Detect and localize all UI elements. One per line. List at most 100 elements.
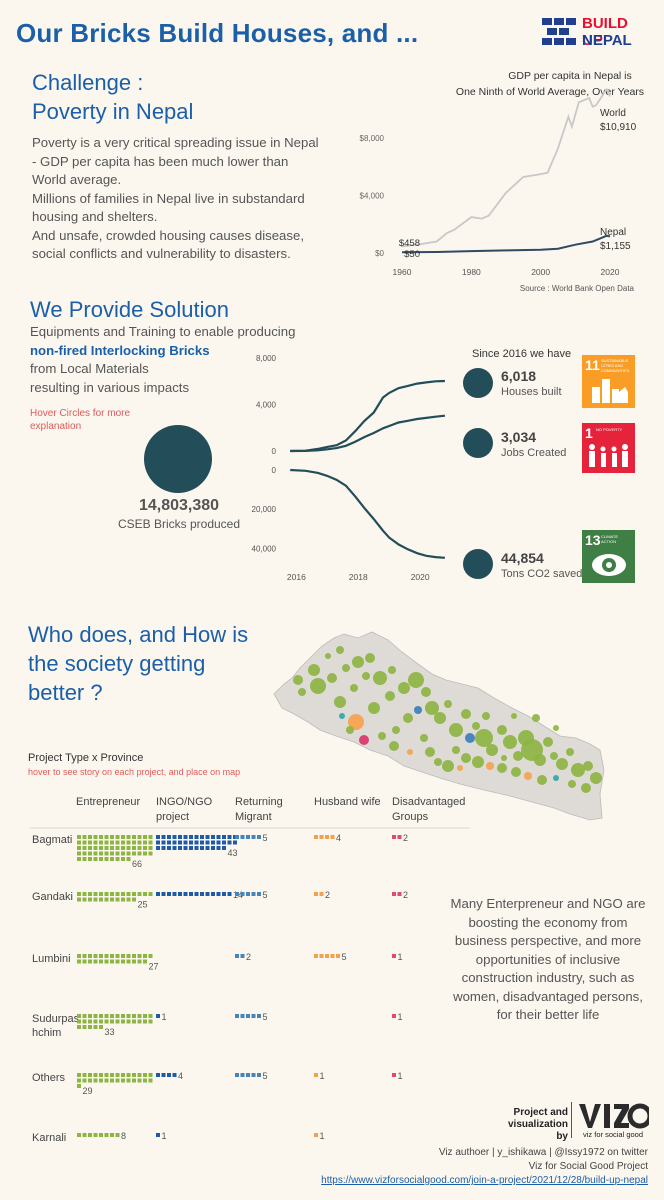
matrix-project-square	[93, 1014, 98, 1018]
matrix-project-square	[88, 846, 92, 850]
matrix-project-square	[178, 835, 182, 839]
matrix-project-square	[99, 1019, 103, 1024]
matrix-project-square	[99, 851, 103, 856]
map-project-dot	[571, 763, 585, 777]
matrix-count-label: 43	[228, 848, 238, 858]
matrix-project-square	[392, 892, 396, 896]
matrix-project-square	[121, 897, 125, 902]
matrix-project-square	[183, 892, 188, 896]
map-project-dot	[482, 712, 490, 720]
logo-bricks-icon	[542, 18, 576, 45]
solution-highlight: non-fired Interlocking Bricks	[30, 342, 210, 358]
impact-x-tick-label: 2018	[349, 572, 368, 582]
matrix-project-square	[93, 840, 98, 845]
map-project-dot	[524, 772, 532, 780]
matrix-project-square	[88, 892, 92, 896]
map-project-dot	[425, 747, 435, 757]
matrix-project-square	[156, 835, 160, 839]
solution-line: Equipments and Training to enable produc…	[30, 324, 296, 339]
matrix-project-square	[336, 954, 340, 958]
co2-circle[interactable]	[463, 549, 493, 579]
matrix-row-label: Lumbini	[32, 953, 71, 965]
gdp-series-name-nepal: Nepal	[600, 227, 626, 238]
matrix-project-square	[115, 1019, 120, 1024]
matrix-project-square	[121, 1078, 125, 1083]
matrix-project-square	[121, 892, 125, 896]
matrix-project-square	[161, 840, 166, 845]
matrix-project-square	[104, 892, 109, 896]
matrix-count-label: 27	[149, 962, 159, 972]
matrix-project-square	[104, 835, 109, 839]
map-project-dot	[389, 741, 399, 751]
matrix-project-square	[115, 892, 120, 896]
impact-y-tick-label: 0	[272, 447, 277, 456]
map-project-dot	[457, 765, 463, 771]
matrix-project-square	[93, 954, 98, 958]
matrix-project-square	[110, 1133, 114, 1137]
matrix-project-square	[148, 851, 153, 856]
matrix-project-square	[148, 892, 153, 896]
matrix-project-square	[110, 897, 114, 902]
map-project-dot	[365, 653, 375, 663]
matrix-count-label: 2	[325, 890, 330, 900]
matrix-project-square	[183, 840, 188, 845]
matrix-project-square	[110, 1078, 114, 1083]
impact-line-chart[interactable]: 0 4,000 8,000 0 20,000 40,000 2016 2018 2020	[240, 350, 455, 590]
solution-text: Equipments and Training to enable produc…	[30, 323, 320, 397]
houses-circle[interactable]	[463, 368, 493, 398]
matrix-project-square	[121, 857, 125, 861]
matrix-project-square	[115, 1078, 120, 1083]
narrative-text: Many Enterpreneur and NGO are boosting t…	[450, 896, 646, 1022]
gdp-x-tick-label: 2000	[531, 267, 550, 277]
matrix-project-square	[246, 835, 250, 839]
matrix-project-square	[77, 1133, 81, 1137]
matrix-project-square	[132, 959, 136, 964]
matrix-project-square	[115, 1133, 120, 1137]
matrix-project-square	[148, 840, 153, 845]
matrix-project-square	[110, 840, 114, 845]
map-project-dot	[407, 749, 413, 755]
sdg-text: NO POVERTY	[596, 427, 623, 432]
matrix-project-square	[77, 1073, 81, 1077]
bricks-circle[interactable]	[144, 425, 212, 493]
project-type-matrix[interactable]: Entrepreneur INGO/NGO project Returning Migr…	[0, 788, 470, 1158]
map-country-outline	[273, 631, 605, 821]
map-project-dot	[486, 762, 494, 770]
matrix-project-square	[222, 892, 226, 896]
gdp-line-chart[interactable]: GDP per capita in Nepal is One Ninth of W…	[340, 64, 660, 300]
matrix-project-square	[183, 846, 188, 850]
matrix-project-square	[330, 954, 335, 958]
matrix-project-square	[156, 840, 160, 845]
map-project-dot	[334, 696, 346, 708]
project-url-link[interactable]: https://www.vizforsocialgood.com/join-a-…	[321, 1175, 648, 1186]
matrix-project-square	[77, 959, 81, 964]
matrix-project-square	[99, 857, 103, 861]
matrix-project-square	[88, 1025, 92, 1029]
matrix-project-square	[211, 846, 215, 850]
nepal-project-map[interactable]	[270, 618, 664, 833]
matrix-project-square	[137, 851, 142, 856]
map-project-dot	[568, 780, 576, 788]
matrix-project-square	[132, 846, 136, 850]
matrix-count-label: 5	[263, 833, 268, 843]
matrix-project-square	[110, 846, 114, 850]
matrix-project-square	[88, 1014, 92, 1018]
matrix-count-label: 1	[398, 1012, 403, 1022]
sdg-text: CLIMATE ACTION	[601, 534, 619, 544]
matrix-project-square	[99, 846, 103, 850]
map-project-dot	[350, 684, 358, 692]
matrix-project-square	[251, 1073, 256, 1077]
matrix-column-header: Disadvantaged	[392, 796, 465, 808]
jobs-circle[interactable]	[463, 428, 493, 458]
map-project-dot	[298, 688, 306, 696]
matrix-project-square	[148, 1014, 153, 1018]
matrix-project-square	[77, 857, 81, 861]
matrix-project-square	[189, 846, 193, 850]
challenge-paragraph: And unsafe, crowded housing causes disea…	[32, 227, 304, 262]
logo-text-line2: NEPAL	[582, 32, 632, 49]
matrix-project-square	[156, 846, 160, 850]
matrix-count-label: 8	[121, 1131, 126, 1141]
matrix-project-square	[88, 897, 92, 902]
matrix-project-square	[115, 897, 120, 902]
matrix-project-square	[104, 840, 109, 845]
